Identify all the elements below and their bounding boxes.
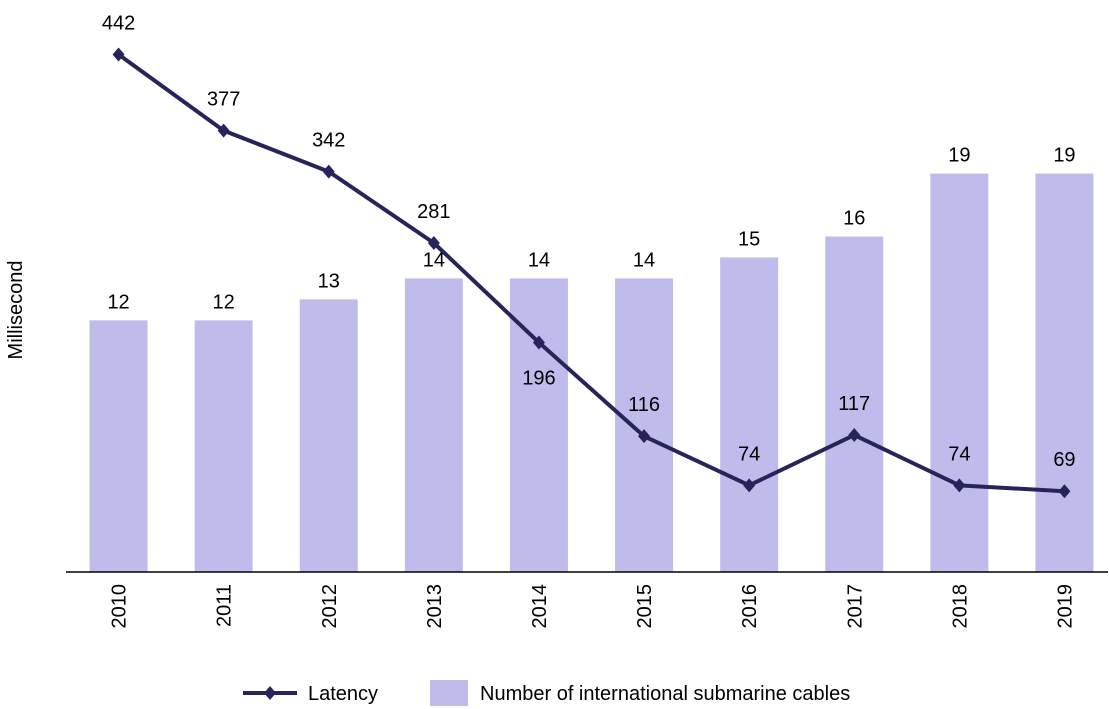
bar-value-label: 12 — [107, 291, 129, 313]
line-layer — [112, 47, 1071, 499]
line-marker — [1058, 484, 1071, 499]
bar-value-label: 19 — [1053, 145, 1075, 167]
x-tick-label: 2018 — [949, 584, 971, 629]
x-tick-label: 2017 — [844, 584, 866, 629]
x-tick-label: 2014 — [529, 584, 551, 629]
line-marker — [112, 47, 125, 62]
bar — [194, 320, 253, 572]
line-marker — [217, 123, 230, 138]
bar — [930, 173, 989, 572]
legend: Latency Number of international submarine… — [243, 680, 850, 706]
bar — [825, 236, 884, 573]
x-tick-label: 2011 — [214, 584, 236, 627]
line-value-label: 342 — [312, 130, 345, 152]
x-tick-label: 2013 — [424, 584, 446, 629]
line-value-label: 116 — [628, 394, 660, 416]
line-value-label: 117 — [838, 393, 870, 415]
line-marker — [953, 478, 966, 493]
bar — [299, 299, 358, 572]
line-value-label: 196 — [522, 368, 555, 390]
x-tick-label: 2010 — [109, 584, 131, 629]
bar — [1035, 173, 1094, 572]
line-marker — [638, 429, 651, 444]
line-marker — [427, 235, 440, 250]
bar-value-label: 14 — [633, 249, 655, 271]
y-axis-label: Millisecond — [5, 261, 27, 360]
line-marker — [532, 335, 545, 350]
line-marker — [322, 164, 335, 179]
bar-value-label: 15 — [738, 228, 760, 250]
x-tick-label: 2016 — [739, 584, 761, 629]
line-marker — [848, 428, 861, 443]
labels: 442 377 342 281 196 116 74 117 74 69 12 12 13 14 14 14 1… — [102, 12, 1076, 471]
bar-value-label: 14 — [423, 249, 445, 271]
bar-value-label: 16 — [843, 207, 865, 229]
legend-label: Latency — [308, 683, 378, 705]
bar-value-label: 13 — [318, 270, 340, 292]
bars — [89, 173, 1094, 573]
legend-marker — [264, 686, 276, 700]
line-value-label: 74 — [948, 443, 970, 465]
line-value-label: 442 — [102, 12, 135, 34]
line-value-label: 74 — [738, 443, 760, 465]
latency-line — [117, 52, 1065, 494]
line-value-label: 69 — [1053, 449, 1075, 471]
bar — [509, 278, 568, 572]
x-tick-label: 2015 — [634, 584, 656, 629]
x-tick-label: 2012 — [319, 584, 341, 629]
line-value-label: 377 — [207, 89, 240, 111]
bar-value-label: 12 — [213, 291, 235, 313]
line-marker — [743, 478, 756, 493]
bar-value-label: 14 — [528, 249, 550, 271]
x-tick-label: 2019 — [1054, 584, 1076, 629]
line-value-label: 281 — [417, 201, 450, 223]
bar — [720, 257, 779, 572]
bar — [89, 320, 148, 572]
bar-value-label: 19 — [948, 145, 970, 167]
bar — [404, 278, 463, 572]
legend-swatch — [430, 680, 468, 706]
legend-label: Number of international submarine cables — [480, 683, 850, 705]
bar — [615, 278, 674, 572]
